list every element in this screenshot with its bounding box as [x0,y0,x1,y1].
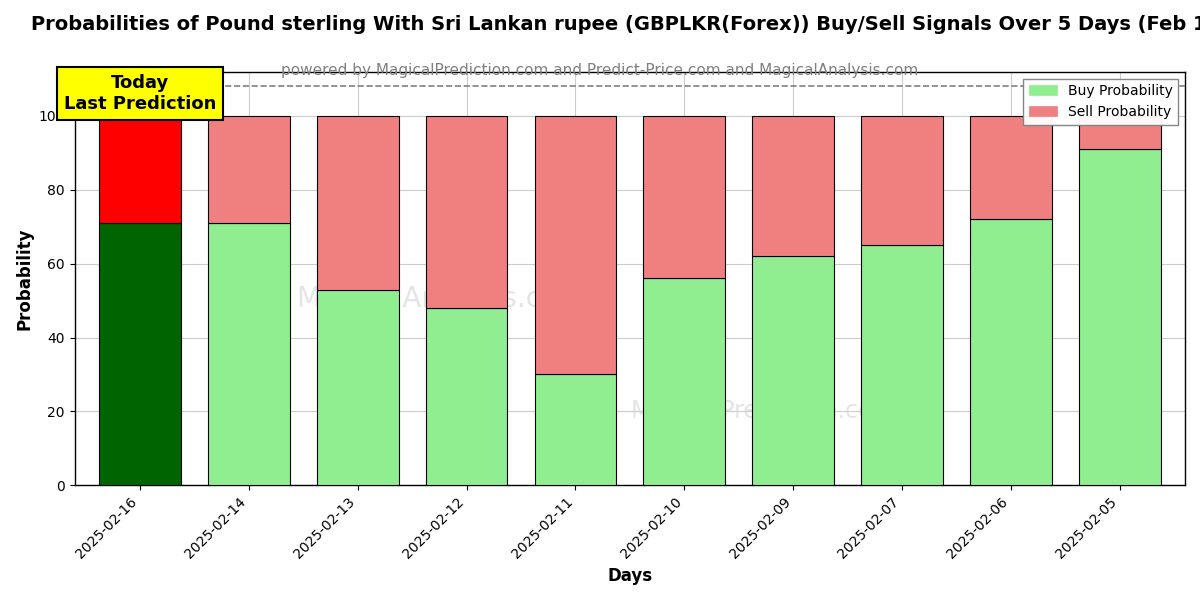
Bar [862,116,943,245]
Bar [208,116,289,223]
Bar [208,223,289,485]
X-axis label: Days: Days [607,567,653,585]
Bar [534,116,617,374]
Bar [643,278,725,485]
Bar [100,116,181,223]
Text: Today
Last Prediction: Today Last Prediction [64,74,216,113]
Bar [317,290,398,485]
Bar [1079,149,1160,485]
Bar [970,116,1051,220]
Bar [862,245,943,485]
Y-axis label: Probability: Probability [16,227,34,330]
Bar [426,308,508,485]
Bar [752,116,834,256]
Bar [970,220,1051,485]
Legend: Buy Probability, Sell Probability: Buy Probability, Sell Probability [1024,79,1178,125]
Bar [534,374,617,485]
Title: Probabilities of Pound sterling With Sri Lankan rupee (GBPLKR(Forex)) Buy/Sell S: Probabilities of Pound sterling With Sri… [31,15,1200,34]
Bar [317,116,398,290]
Bar [100,223,181,485]
Text: powered by MagicalPrediction.com and Predict-Price.com and MagicalAnalysis.com: powered by MagicalPrediction.com and Pre… [281,63,919,78]
Text: MagicalPrediction.com: MagicalPrediction.com [630,399,896,423]
Bar [752,256,834,485]
Text: MagicalAnalysis.com: MagicalAnalysis.com [296,285,586,313]
Bar [426,116,508,308]
Bar [643,116,725,278]
Bar [1079,116,1160,149]
